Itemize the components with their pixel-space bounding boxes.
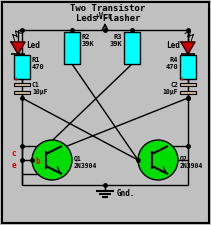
Bar xyxy=(180,91,196,94)
Text: +: + xyxy=(14,76,18,82)
Circle shape xyxy=(32,140,72,180)
Bar xyxy=(180,55,196,79)
Text: c: c xyxy=(12,149,16,158)
Circle shape xyxy=(138,140,178,180)
Text: R2
39K: R2 39K xyxy=(82,34,95,47)
Text: Q1
2N3904: Q1 2N3904 xyxy=(74,155,97,169)
Text: Led: Led xyxy=(26,41,40,50)
Text: +: + xyxy=(180,76,184,82)
Polygon shape xyxy=(181,42,195,54)
Text: C1
10μF: C1 10μF xyxy=(32,82,47,95)
Text: C2
10μF: C2 10μF xyxy=(162,82,178,95)
Text: Gnd.: Gnd. xyxy=(117,189,135,198)
Bar xyxy=(14,91,30,94)
Text: Two Transistor
Leds Flasher: Two Transistor Leds Flasher xyxy=(70,4,146,23)
Text: R1
470: R1 470 xyxy=(32,57,45,70)
Text: e: e xyxy=(12,162,16,171)
Polygon shape xyxy=(11,42,25,54)
Bar xyxy=(180,83,196,86)
Text: R3
39K: R3 39K xyxy=(109,34,122,47)
Text: Led: Led xyxy=(166,41,180,50)
Text: +Vcc: +Vcc xyxy=(95,12,114,21)
Bar xyxy=(64,32,80,64)
Bar xyxy=(14,83,30,86)
Bar xyxy=(124,32,140,64)
Text: b: b xyxy=(36,158,40,166)
Text: Q2
2N3904: Q2 2N3904 xyxy=(180,155,203,169)
Text: R4
470: R4 470 xyxy=(165,57,178,70)
Bar xyxy=(14,55,30,79)
